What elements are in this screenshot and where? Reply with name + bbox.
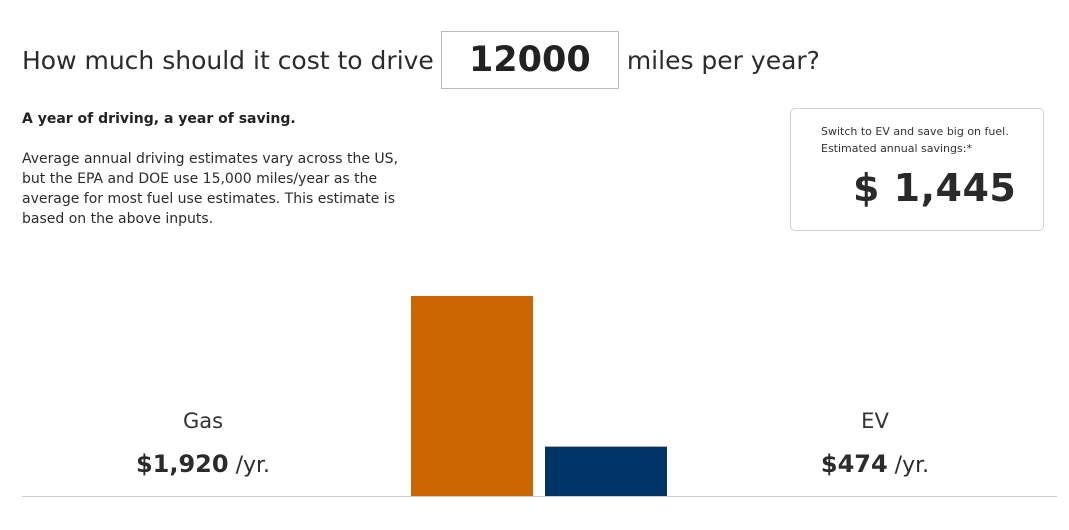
intro-body: Average annual driving estimates vary ac…	[22, 151, 399, 227]
ev-cost-unit: /yr.	[894, 453, 930, 478]
savings-line-1: Switch to EV and save big on fuel.	[821, 125, 1009, 138]
savings-card: Switch to EV and save big on fuel. Estim…	[790, 108, 1044, 231]
gas-label: Gas	[182, 409, 224, 433]
bar-ev	[545, 446, 667, 496]
bar-gas	[411, 296, 533, 496]
question-headline: How much should it cost to drive miles p…	[22, 30, 820, 90]
gas-cost: $1,920 /yr.	[83, 450, 323, 478]
savings-amount: $ 1,445	[853, 166, 1017, 210]
savings-line-2: Estimated annual savings:*	[821, 142, 972, 155]
ev-cost-amount: $474	[820, 450, 888, 478]
intro-title: A year of driving, a year of saving.	[22, 111, 296, 127]
ev-label: EV	[861, 409, 889, 433]
ev-cost: $474 /yr.	[755, 450, 995, 478]
gas-cost-unit: /yr.	[235, 453, 271, 478]
gas-cost-amount: $1,920	[135, 450, 229, 478]
miles-input[interactable]	[440, 31, 619, 89]
question-prefix: How much should it cost to drive	[22, 45, 434, 75]
question-suffix: miles per year?	[626, 45, 820, 75]
